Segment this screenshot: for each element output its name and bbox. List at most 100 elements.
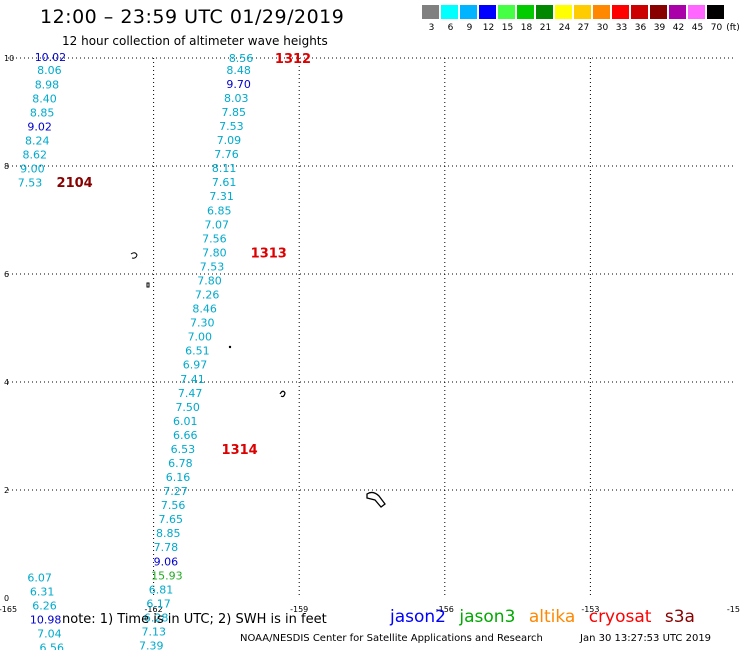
wave-height-label: 8.56: [229, 52, 254, 65]
wave-height-label: 7.30: [190, 317, 215, 330]
colorbar-label: 12: [482, 23, 495, 33]
wave-height-label: 7.41: [180, 373, 205, 386]
wave-height-label: 6.78: [168, 457, 193, 470]
wave-height-label: 15.93: [151, 569, 183, 582]
wave-height-label: 6.51: [185, 345, 210, 358]
wave-height-label: 7.80: [197, 274, 222, 287]
colorbar-swatch: [555, 5, 572, 19]
x-tick-label: -162: [145, 605, 163, 614]
colorbar-swatch: [650, 5, 667, 19]
colorbar-swatch: [669, 5, 686, 19]
colorbar-swatch: [631, 5, 648, 19]
wave-height-label: 7.85: [222, 106, 247, 119]
wave-height-label: 7.13: [141, 625, 166, 638]
wave-height-label: 6.66: [173, 429, 198, 442]
colorbar-label: 9: [466, 23, 473, 33]
footer-note: note: 1) Time is in UTC; 2) SWH is in fe…: [62, 612, 327, 627]
wave-height-label: 8.85: [156, 527, 181, 540]
colorbar-swatch: [517, 5, 534, 19]
colorbar-label: 21: [539, 23, 552, 33]
wave-height-label: 10.98: [30, 614, 62, 627]
colorbar-swatch: [574, 5, 591, 19]
credit-line: NOAA/NESDIS Center for Satellite Applica…: [240, 633, 543, 644]
legend-jason3: jason3: [459, 607, 516, 627]
wave-height-label: 8.40: [32, 93, 57, 106]
pass-id-label: 2104: [57, 176, 93, 191]
wave-height-label: 7.27: [163, 485, 188, 498]
wave-height-label: 8.06: [37, 64, 62, 77]
wave-height-label: 7.53: [219, 120, 244, 133]
wave-height-label: 6.16: [166, 471, 191, 484]
map-title: 12:00 – 23:59 UTC 01/29/2019: [40, 6, 345, 28]
y-tick-label: 4: [4, 378, 9, 387]
island-outline: [279, 390, 286, 398]
wave-height-label: 7.07: [205, 218, 230, 231]
wave-height-label: 7.56: [202, 232, 227, 245]
wave-height-label: 9.06: [154, 555, 179, 568]
colorbar-swatch: [536, 5, 553, 19]
colorbar-label: 70: [710, 23, 723, 33]
wave-height-label: 6.56: [40, 642, 64, 650]
wave-height-label: 8.85: [30, 107, 55, 120]
colorbar-swatch: [707, 5, 724, 19]
wave-height-label: 6.17: [146, 597, 171, 610]
colorbar-label: 30: [596, 23, 609, 33]
wave-height-label: 6.31: [30, 586, 55, 599]
map-subtitle: 12 hour collection of altimeter wave hei…: [62, 34, 328, 48]
colorbar-label: 15: [501, 23, 514, 33]
island-outline: [146, 282, 150, 288]
colorbar-swatch: [441, 5, 458, 19]
wave-height-label: 7.26: [195, 289, 220, 302]
wave-height-label: 8.24: [25, 135, 49, 148]
wave-height-label: 6.97: [183, 359, 208, 372]
wave-height-label: 7.80: [202, 246, 227, 259]
wave-height-label: 6.01: [173, 415, 198, 428]
wave-height-label: 6.53: [171, 443, 196, 456]
colorbar-label: 24: [558, 23, 571, 33]
wave-height-label: 7.53: [18, 177, 42, 190]
colorbar-swatch: [612, 5, 629, 19]
wave-height-label: 6.26: [32, 600, 57, 613]
wave-height-label: 8.03: [224, 92, 249, 105]
pass-id-label: 1312: [275, 52, 311, 67]
wave-height-label: 8.98: [35, 78, 60, 91]
wave-height-label: 7.39: [139, 640, 164, 650]
y-tick-label: 10: [4, 54, 14, 63]
x-tick-label: -150: [727, 605, 740, 614]
colorbar-swatch: [498, 5, 515, 19]
wave-height-label: 7.09: [217, 134, 242, 147]
wave-height-label: 10.02: [35, 51, 66, 64]
wave-height-label: 7.61: [212, 176, 237, 189]
wave-height-label: 7.00: [188, 331, 213, 344]
y-tick-label: 6: [4, 270, 9, 279]
colorbar-label: 36: [634, 23, 647, 33]
x-tick-label: -153: [581, 605, 599, 614]
pass-id-label: 1313: [251, 246, 287, 261]
wave-height-label: 8.46: [192, 303, 217, 316]
x-tick-label: -156: [436, 605, 454, 614]
wave-height-label: 6.81: [149, 583, 174, 596]
legend-jason2: jason2: [390, 607, 446, 627]
colorbar-swatch: [460, 5, 477, 19]
legend-s3a: s3a: [664, 607, 695, 627]
pass-id-label: 1314: [222, 443, 258, 458]
wave-height-label: 8.48: [226, 64, 251, 77]
colorbar-label: 33: [615, 23, 628, 33]
wave-height-label: 6.85: [207, 204, 232, 217]
wave-height-label: 7.78: [154, 541, 179, 554]
wave-height-label: 7.56: [161, 499, 186, 512]
wave-height-label: 6.28: [144, 611, 169, 624]
legend-altika: altika: [528, 607, 576, 627]
legend-cryosat: cryosat: [588, 607, 652, 627]
y-tick-label: 8: [4, 162, 9, 171]
satellite-legend: jason2 jason3 altika cryosat s3a: [390, 607, 703, 627]
wave-height-label: 8.11: [212, 162, 237, 175]
colorbar-label: 39: [653, 23, 666, 33]
colorbar-swatch: [479, 5, 496, 19]
colorbar-label: 42: [672, 23, 685, 33]
colorbar-unit: (ft): [726, 23, 740, 33]
wave-height-label: 9.70: [226, 78, 251, 91]
wave-height-label: 9.02: [27, 121, 52, 134]
wave-height-label: 9.00: [20, 163, 44, 176]
